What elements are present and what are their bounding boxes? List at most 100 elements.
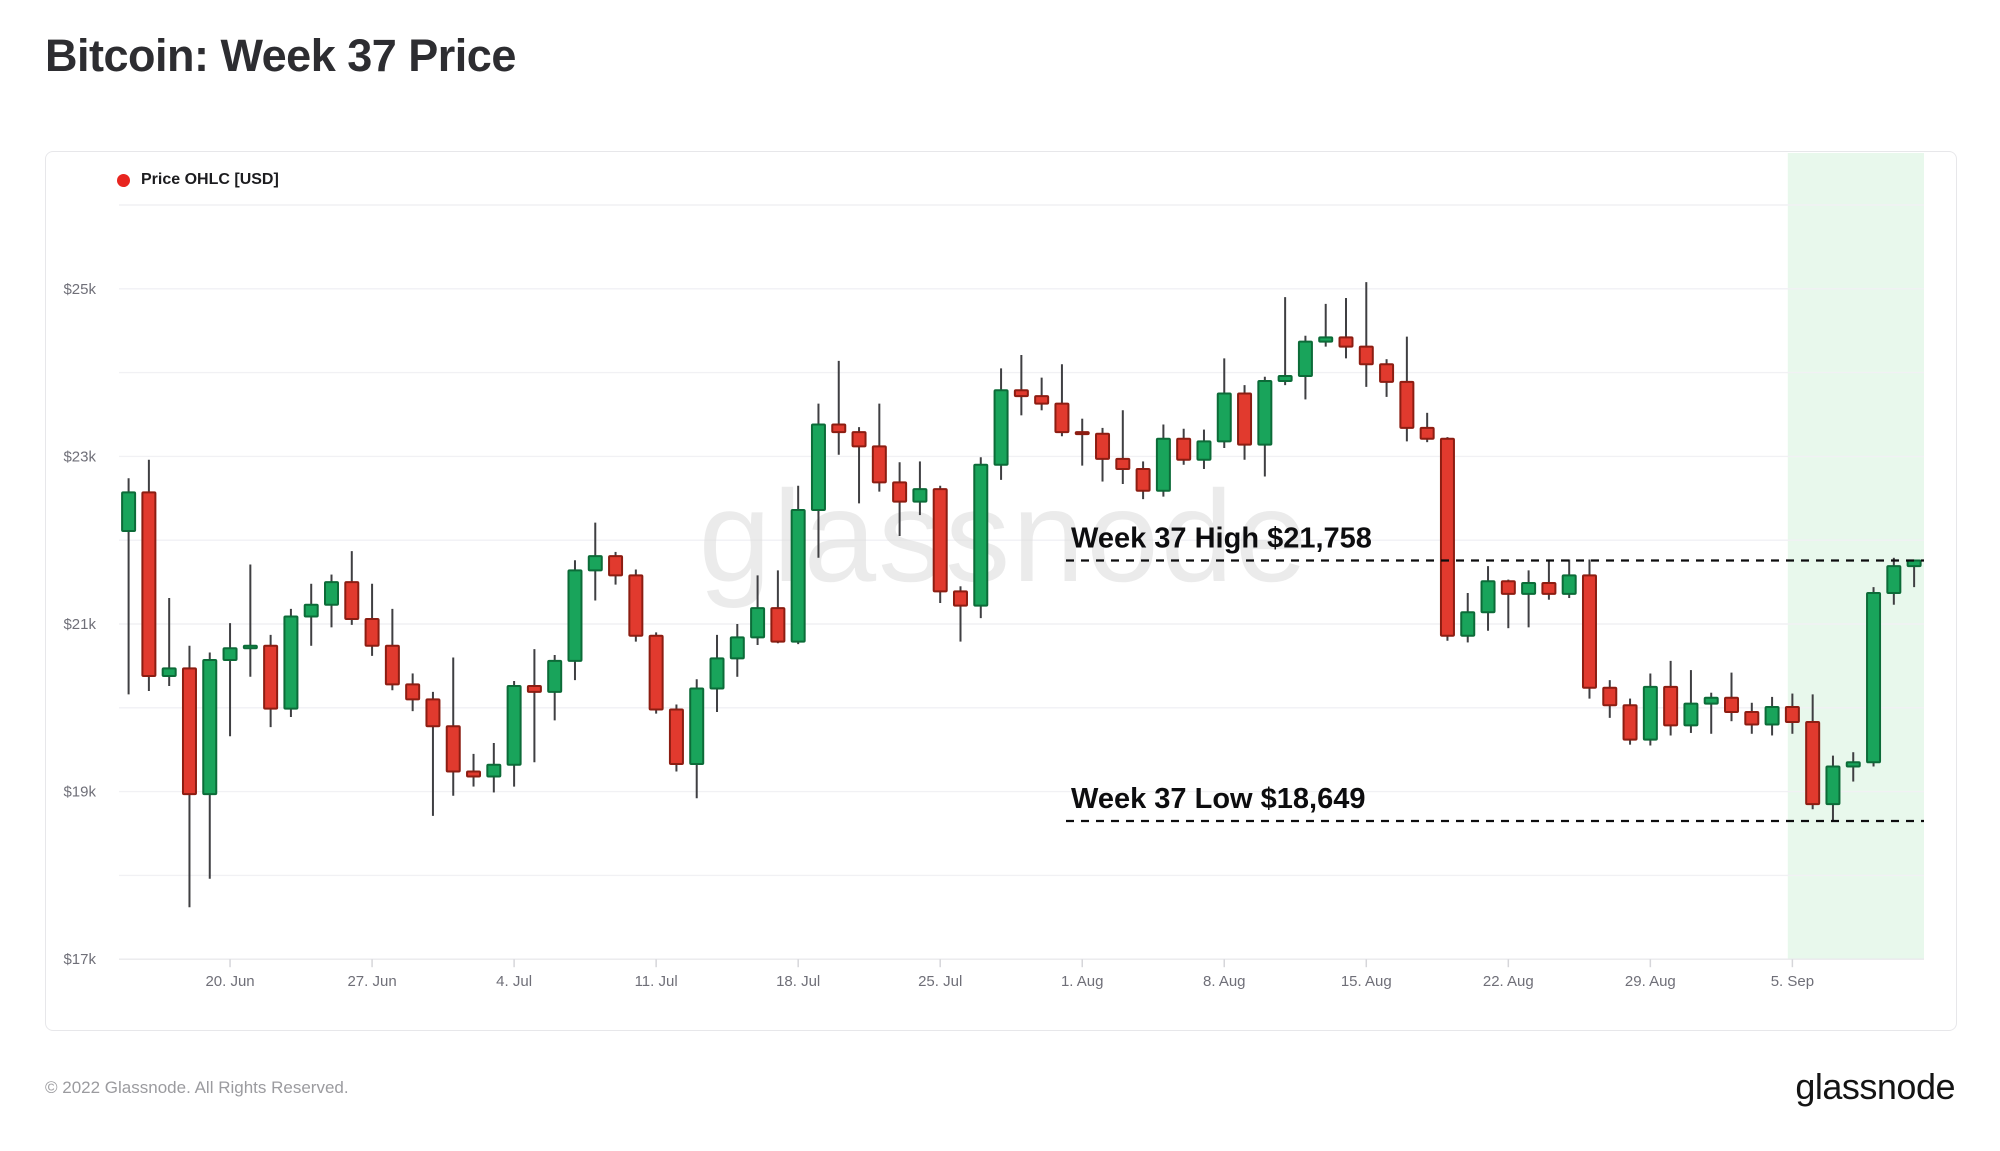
candle-up — [324, 581, 339, 606]
candle-up — [729, 636, 745, 660]
candle-up — [1480, 580, 1496, 614]
candle-down — [770, 607, 786, 643]
candle-down — [1379, 363, 1395, 383]
candle-up — [790, 509, 806, 643]
candle-down — [932, 488, 948, 593]
candle-down — [1338, 336, 1354, 348]
candle-up — [1277, 374, 1293, 382]
candle-up — [1561, 574, 1577, 595]
candle-down — [1034, 395, 1050, 405]
annotation-label-week37-high: Week 37 High $21,758 — [1071, 522, 1372, 554]
x-axis-label: 27. Jun — [347, 973, 396, 990]
candle-up — [1642, 685, 1658, 741]
candle-up — [912, 488, 928, 503]
candle-up — [1155, 437, 1171, 492]
candle-down — [1541, 581, 1557, 595]
candle-down — [1419, 426, 1435, 440]
candle-down — [1237, 392, 1253, 446]
candlestick-canvas[interactable]: $25k $23k $21k $19k $17k 20. Jun 27. Jun 4. Jul… — [46, 152, 1956, 1030]
candle-down — [405, 683, 421, 701]
page-title: Bitcoin: Week 37 Price — [45, 30, 516, 81]
candle-down — [1135, 467, 1151, 492]
x-axis-label: 1. Aug — [1061, 973, 1104, 990]
candle-down — [1581, 574, 1597, 689]
candle-down — [344, 581, 360, 620]
candle-down — [1399, 380, 1415, 429]
x-axis-label: 25. Jul — [918, 973, 962, 990]
candle-down — [668, 708, 684, 765]
candle-down — [648, 634, 664, 711]
candle-down — [1176, 437, 1192, 461]
candle-down — [952, 590, 968, 607]
candle-up — [1196, 440, 1212, 461]
candle-down — [1744, 710, 1760, 726]
candle-down — [1663, 685, 1679, 727]
candle-down — [263, 644, 279, 710]
candle-down — [628, 574, 644, 637]
candle-up — [1521, 581, 1537, 595]
candle-up — [1257, 379, 1273, 446]
candle-down — [1784, 705, 1800, 724]
candle-up — [1825, 765, 1841, 806]
candle-down — [1358, 345, 1374, 366]
candle-up — [810, 423, 826, 512]
candle-down — [1622, 704, 1638, 741]
candle-down — [364, 617, 380, 647]
y-axis-label: $19k — [63, 784, 96, 801]
candle-up — [973, 463, 989, 607]
x-axis-label: 4. Jul — [496, 973, 532, 990]
candle-up — [242, 644, 258, 650]
candle-down — [1013, 389, 1029, 398]
brand-logo: glassnode — [1795, 1066, 1955, 1107]
candle-up — [1216, 392, 1232, 443]
candle-up — [750, 607, 766, 639]
candle-up — [202, 659, 218, 796]
y-axis-label: $17k — [63, 951, 96, 968]
candle-up — [283, 615, 299, 710]
candle-up — [1906, 559, 1922, 568]
x-axis-label: 29. Aug — [1625, 973, 1676, 990]
annotation-label-week37-low: Week 37 Low $18,649 — [1071, 783, 1365, 815]
candle-down — [1115, 457, 1131, 470]
candle-down — [871, 445, 887, 484]
candle-up — [1764, 705, 1780, 726]
candle-up — [1703, 696, 1719, 705]
legend-item-price-ohlc[interactable]: Price OHLC [USD] — [117, 171, 279, 189]
candle-down — [1439, 437, 1455, 637]
y-axis-label: $23k — [63, 448, 96, 465]
candle-down — [1095, 432, 1111, 460]
candle-down — [892, 481, 908, 503]
x-axis-label: 20. Jun — [205, 973, 254, 990]
candle-down — [1724, 696, 1740, 713]
candle-up — [161, 667, 177, 677]
x-axis-label: 22. Aug — [1483, 973, 1534, 990]
legend-label: Price OHLC [USD] — [141, 171, 279, 188]
candle-down — [1602, 686, 1618, 707]
candle-up — [689, 687, 705, 765]
candle-up — [1845, 761, 1861, 768]
candle-up — [303, 603, 319, 618]
candle-down — [1054, 402, 1070, 434]
candle-up — [1683, 702, 1699, 727]
candle-down — [141, 491, 157, 677]
candle-up — [993, 389, 1009, 466]
candle-down — [466, 770, 482, 778]
candle-down — [181, 667, 197, 796]
candle-up — [709, 657, 725, 690]
candle-down — [608, 555, 624, 577]
price-chart-panel: $25k $23k $21k $19k $17k 20. Jun 27. Jun 4. Jul… — [45, 151, 1957, 1031]
candle-up — [486, 763, 502, 778]
x-axis-label: 18. Jul — [776, 973, 820, 990]
candle-down — [526, 685, 542, 693]
candle-down — [831, 423, 847, 434]
candle-up — [567, 569, 583, 662]
y-axis-label: $21k — [63, 616, 96, 633]
candle-down — [1500, 580, 1516, 595]
candle-down — [425, 698, 441, 728]
candle-down — [851, 431, 867, 448]
x-axis-label: 11. Jul — [635, 973, 678, 990]
candle-down — [384, 644, 400, 686]
candle-up — [547, 659, 563, 693]
candle-up — [222, 647, 238, 662]
legend-dot-icon — [117, 173, 130, 187]
